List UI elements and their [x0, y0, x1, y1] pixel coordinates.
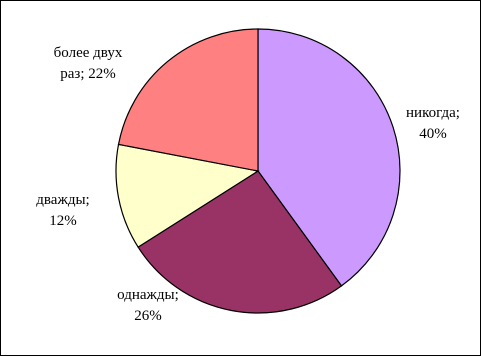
slice-label-line1: однажды; [117, 287, 179, 303]
slice-label-line2: 40% [419, 126, 447, 142]
slice-label-line1: более двух [54, 45, 123, 61]
slice-label-line1: дважды; [36, 192, 89, 208]
slice-label-line1: никогда; [406, 105, 460, 121]
slice-label-line2: 26% [134, 308, 162, 324]
pie-slice-3 [117, 28, 259, 172]
pie-slice-0 [257, 28, 401, 287]
slice-label-1: однажды; 26% [117, 287, 179, 324]
slice-label-0: никогда; 40% [406, 105, 460, 142]
slice-label-2: дважды; 12% [36, 192, 89, 229]
slice-label-3: более двух раз; 22% [54, 45, 123, 82]
slice-label-line2: раз; 22% [60, 66, 116, 82]
pie-slice-2 [115, 143, 260, 248]
pie-slice-1 [137, 170, 343, 314]
slice-label-line2: 12% [49, 213, 77, 229]
